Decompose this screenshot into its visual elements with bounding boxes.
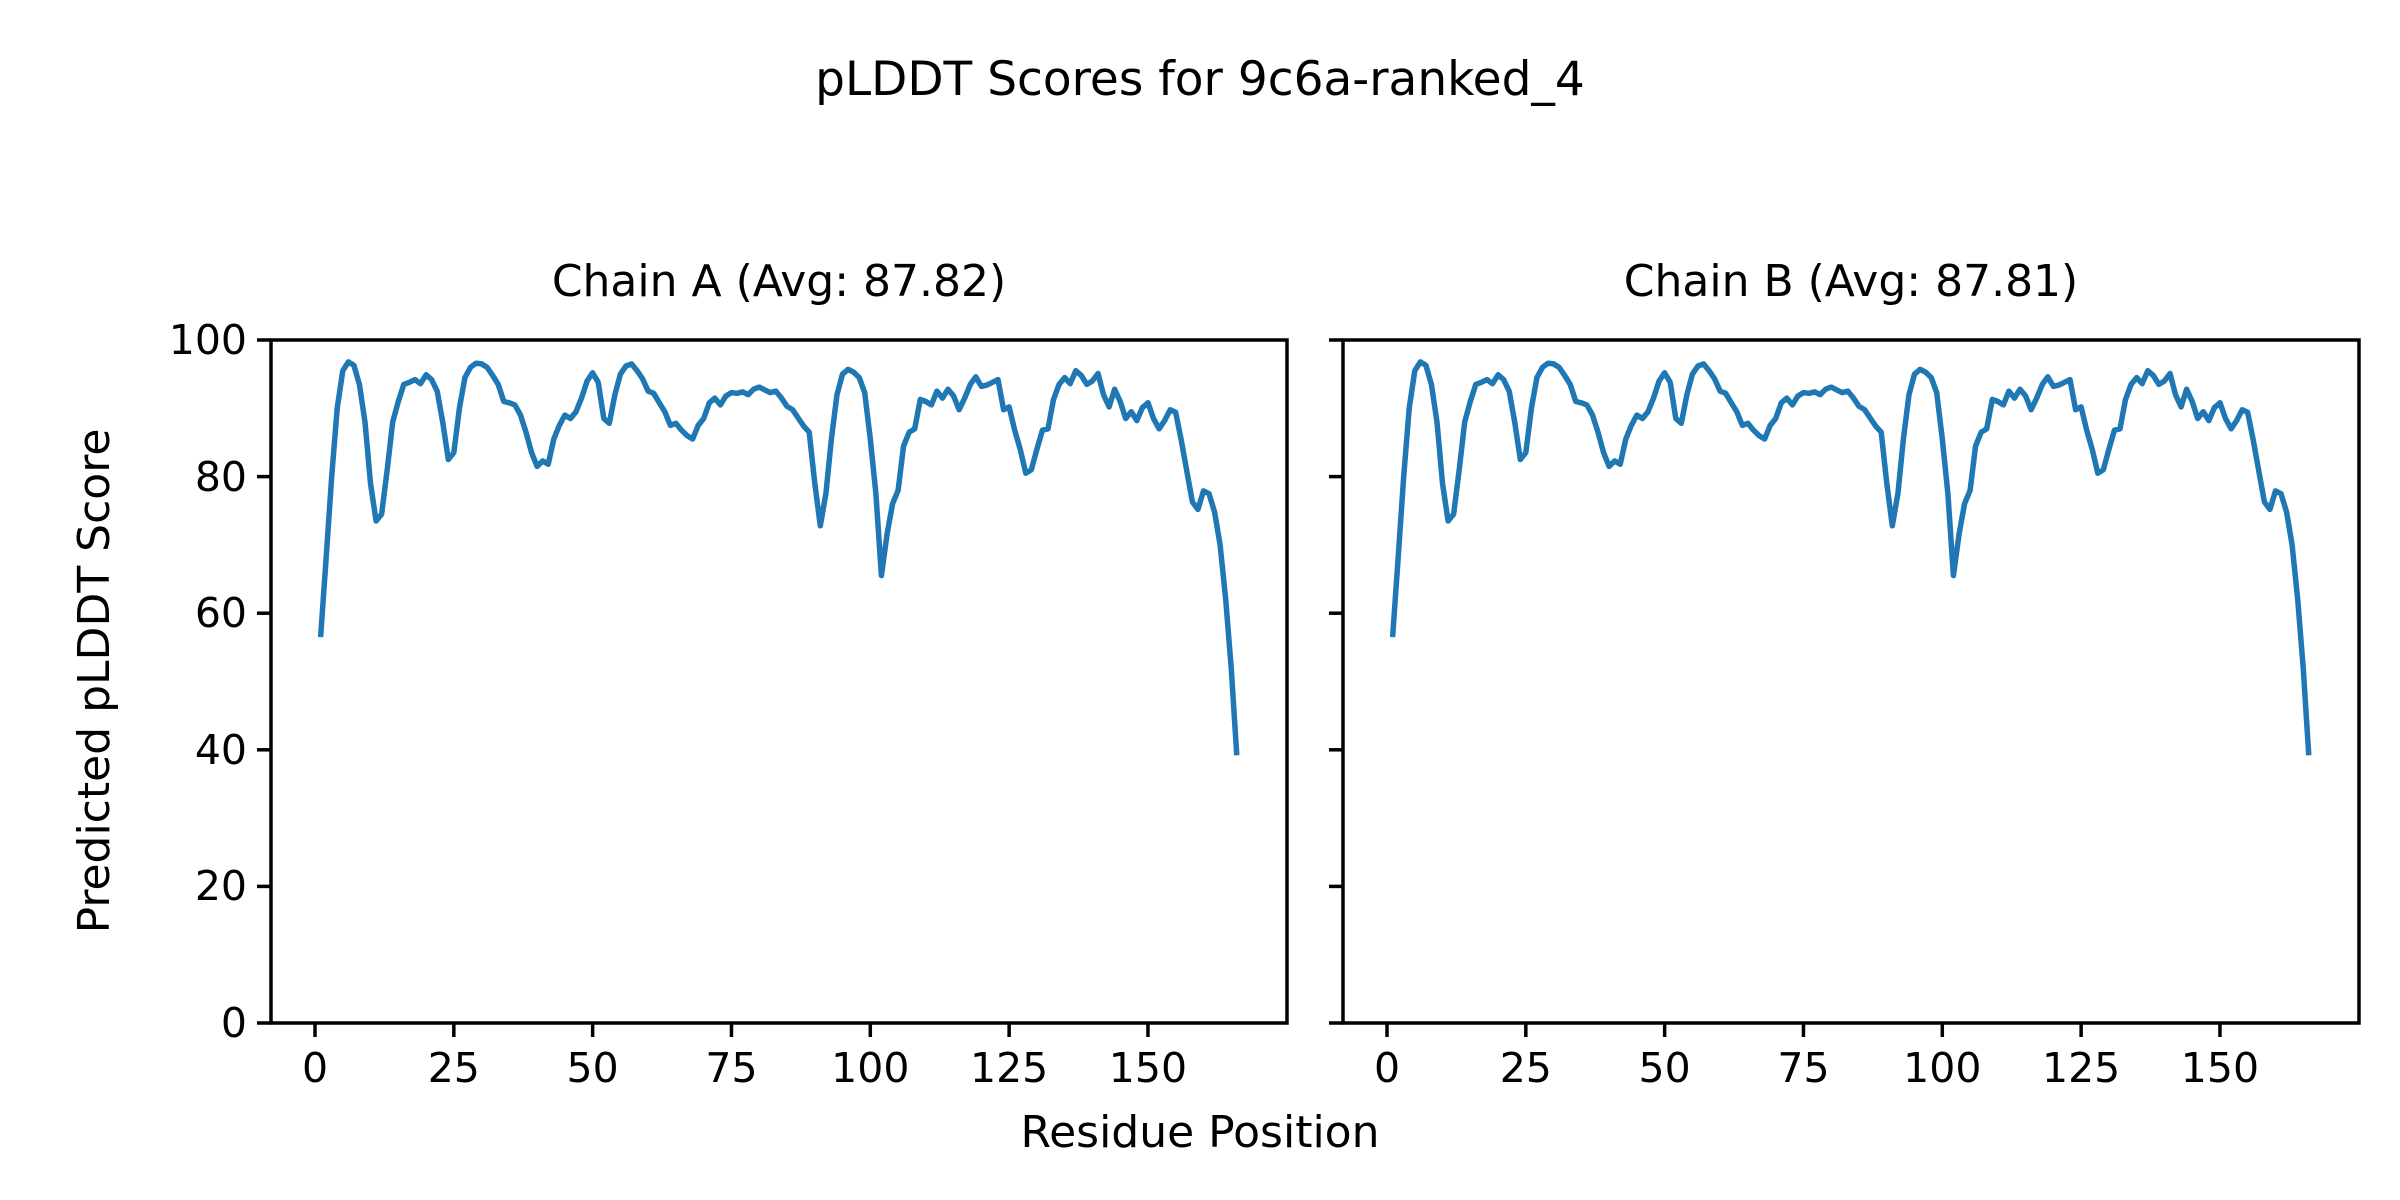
figure-title: pLDDT Scores for 9c6a-ranked_4: [815, 52, 1585, 107]
chain-a-line-plot: [257, 338, 1289, 1037]
x-tick-label-b-50: 50: [1638, 1044, 1691, 1092]
x-tick-label-a-125: 125: [969, 1044, 1049, 1092]
y-tick-label-20: 20: [194, 862, 247, 911]
plot-a-frame: [269, 338, 1289, 1025]
x-tick-label-a-150: 150: [1108, 1044, 1188, 1092]
x-axis-label: Residue Position: [1020, 1107, 1380, 1158]
y-axis-label: Predicted pLDDT Score: [69, 428, 120, 934]
x-tick-label-a-25: 25: [427, 1044, 480, 1092]
x-tick-label-b-125: 125: [2041, 1044, 2121, 1092]
subplot-b-title: Chain B (Avg: 87.81): [1623, 256, 2079, 307]
chain-b-line-plot: [1329, 338, 2361, 1037]
x-tick-label-b-75: 75: [1777, 1044, 1830, 1092]
y-tick-label-0: 0: [220, 999, 247, 1047]
y-tick-label-80: 80: [194, 452, 247, 501]
x-tick-label-b-0: 0: [1373, 1044, 1401, 1092]
x-tick-label-b-25: 25: [1499, 1044, 1552, 1092]
y-tick-label-40: 40: [194, 725, 247, 774]
y-tick-label-100: 100: [168, 316, 247, 364]
y-tick-label-60: 60: [194, 589, 247, 638]
x-tick-label-a-50: 50: [566, 1044, 619, 1092]
x-tick-label-a-75: 75: [705, 1044, 758, 1092]
subplot-a-title: Chain A (Avg: 87.82): [551, 256, 1007, 307]
x-tick-label-b-100: 100: [1903, 1044, 1982, 1092]
x-tick-label-a-0: 0: [301, 1044, 329, 1092]
x-tick-label-b-150: 150: [2180, 1044, 2260, 1092]
chain-b-plddt-line: [1389, 359, 2312, 756]
plot-b-frame: [1341, 338, 2361, 1025]
x-tick-label-a-100: 100: [831, 1044, 910, 1092]
chain-a-plddt-line: [317, 359, 1240, 756]
